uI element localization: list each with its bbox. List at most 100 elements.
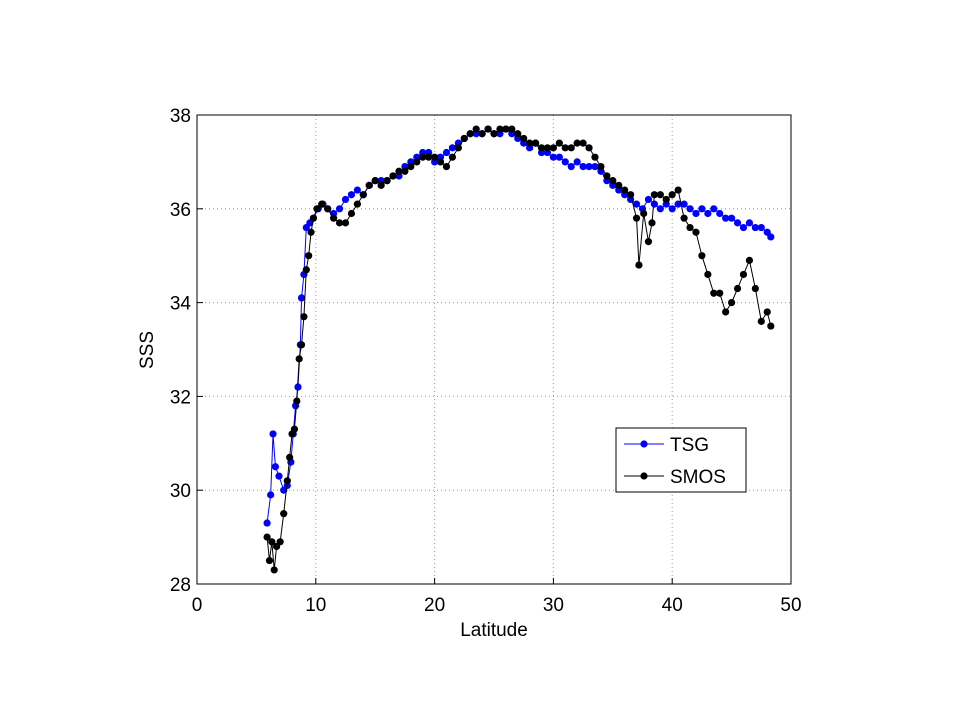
data-point	[567, 162, 575, 171]
data-point	[632, 200, 641, 208]
data-point	[543, 144, 552, 152]
data-point	[448, 153, 457, 161]
x-tick-label: 40	[662, 595, 683, 616]
data-point	[609, 177, 617, 185]
data-point	[448, 144, 457, 152]
data-point	[313, 205, 321, 213]
data-point	[484, 125, 492, 133]
data-point	[335, 205, 344, 213]
data-point	[561, 158, 569, 166]
data-point	[520, 134, 528, 143]
data-point	[508, 125, 516, 133]
data-point	[739, 270, 748, 279]
data-point	[270, 566, 278, 574]
x-tick-label: 20	[424, 595, 445, 616]
x-tick-label: 0	[192, 595, 203, 616]
data-point	[603, 172, 611, 180]
legend-marker	[640, 472, 648, 480]
data-point	[692, 209, 700, 218]
data-point	[265, 556, 274, 565]
data-point	[644, 195, 653, 204]
data-point	[680, 200, 688, 208]
y-tick-label: 36	[170, 200, 191, 221]
data-point	[442, 162, 451, 171]
data-point	[472, 125, 480, 133]
data-point	[300, 313, 308, 321]
data-point	[263, 519, 271, 527]
data-point	[745, 256, 754, 264]
data-point	[549, 153, 558, 161]
data-point	[275, 472, 283, 480]
y-axis-label: SSS	[137, 331, 158, 369]
data-point	[269, 430, 277, 438]
data-point	[514, 130, 522, 138]
data-point	[567, 144, 575, 152]
data-point	[549, 144, 558, 152]
x-tick-label: 50	[780, 595, 801, 616]
data-point	[324, 205, 332, 213]
data-point	[757, 223, 765, 232]
data-point	[419, 153, 427, 161]
data-point	[335, 219, 344, 227]
data-point	[650, 191, 658, 199]
data-point	[635, 261, 643, 269]
data-point	[710, 289, 718, 297]
data-point	[733, 219, 742, 227]
legend-label: SMOS	[670, 467, 726, 488]
data-point	[280, 510, 288, 518]
data-point	[359, 191, 367, 199]
data-point	[425, 153, 433, 161]
data-point	[555, 153, 563, 161]
data-point	[733, 284, 742, 293]
data-point	[728, 214, 736, 222]
data-point	[644, 238, 653, 246]
data-point	[431, 153, 439, 161]
data-point	[295, 355, 303, 363]
data-point	[290, 425, 299, 433]
data-point	[692, 228, 700, 236]
data-point	[585, 162, 593, 171]
data-point	[297, 294, 306, 302]
data-point	[668, 205, 676, 213]
x-tick-label: 10	[305, 595, 326, 616]
data-point	[309, 214, 318, 222]
data-point	[561, 144, 569, 152]
data-point	[585, 144, 593, 152]
plot-area	[197, 115, 791, 584]
data-point	[537, 144, 546, 152]
data-point	[680, 214, 688, 222]
data-point	[297, 341, 306, 349]
data-point	[591, 162, 599, 171]
y-tick-label: 34	[170, 294, 192, 315]
data-point	[413, 158, 421, 166]
data-point	[395, 167, 403, 175]
data-point	[686, 205, 694, 213]
data-point	[767, 322, 775, 330]
x-tick-label: 30	[543, 595, 564, 616]
data-point	[267, 491, 275, 499]
data-point	[722, 308, 730, 316]
data-point	[751, 284, 759, 293]
data-point	[728, 299, 736, 307]
data-point	[632, 214, 641, 222]
data-point	[496, 125, 504, 133]
data-point	[490, 130, 498, 138]
data-point	[704, 209, 712, 218]
data-point	[401, 167, 409, 175]
data-point	[383, 177, 391, 185]
data-point	[377, 181, 385, 189]
data-point	[442, 148, 451, 157]
data-point	[347, 191, 356, 199]
data-point	[579, 162, 587, 171]
data-point	[698, 205, 706, 213]
data-point	[293, 397, 301, 405]
data-point	[573, 158, 581, 166]
data-point	[263, 533, 271, 541]
data-point	[347, 209, 356, 218]
data-point	[615, 181, 623, 189]
data-point	[739, 223, 748, 232]
data-point	[341, 195, 350, 204]
data-point	[674, 186, 682, 194]
data-point	[579, 139, 587, 147]
